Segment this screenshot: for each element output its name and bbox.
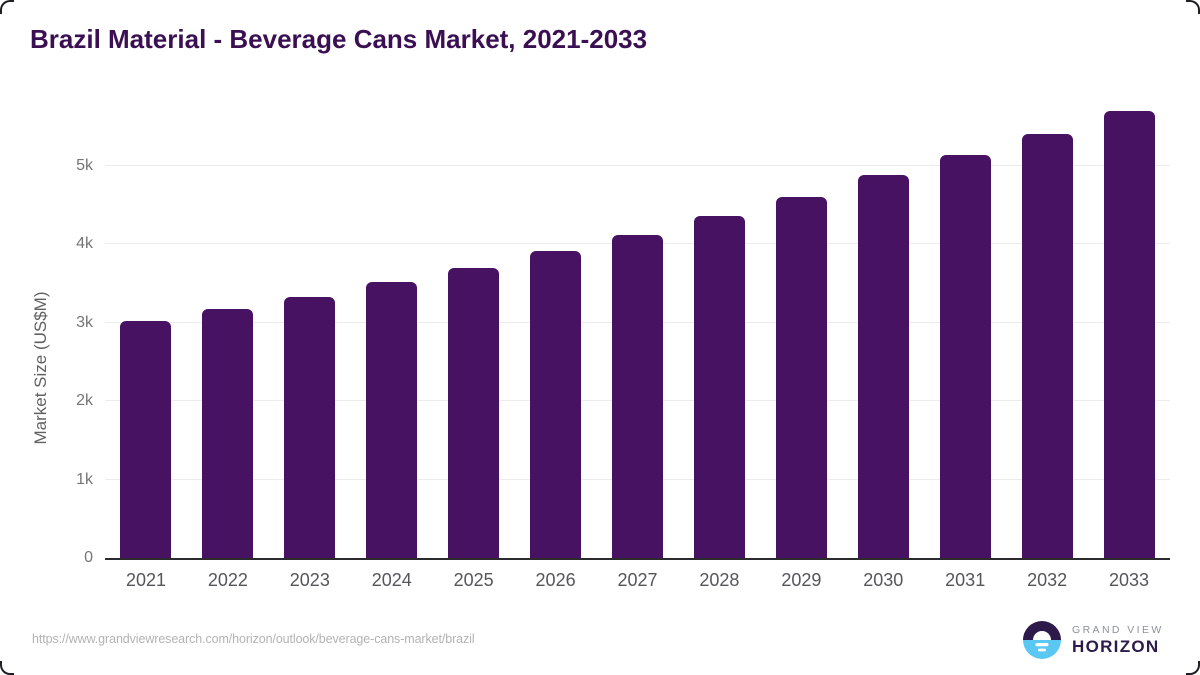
bar-2029 [775,197,827,558]
x-tick-label: 2026 [535,570,576,590]
corner-mark [1186,661,1200,675]
bar-2031 [939,155,991,558]
bars [105,93,1170,558]
x-tick-label: 2022 [207,570,248,590]
x-tick-label: 2030 [863,570,904,590]
bar-2024 [366,282,418,558]
y-tick-label: 2k [76,392,93,410]
brand-logo: GRAND VIEW HORIZON [1022,620,1164,660]
corner-mark [0,661,14,675]
y-tick-label: 1k [76,470,93,488]
source-url: https://www.grandviewresearch.com/horizo… [32,632,475,646]
bar-2028 [693,216,745,558]
y-tick-label: 5k [76,157,93,174]
plot-area: 0 1k 2k 3k 4k 5k [76,93,1170,566]
x-tick-label: 2028 [699,570,740,590]
bar-2023 [284,296,336,558]
x-tick-label: 2029 [781,570,822,590]
bar-2026 [530,251,582,558]
y-tick-label: 3k [76,313,93,331]
x-tick-label: 2032 [1027,570,1068,590]
corner-mark [1186,0,1200,14]
logo-text-horizon: HORIZON [1072,637,1160,656]
bar-2027 [611,235,663,558]
chart-title: Brazil Material - Beverage Cans Market, … [30,24,648,54]
x-axis-labels: 2021 2022 2023 2024 2025 2026 2027 2028 2029 2030… [105,570,1170,591]
bar-2033 [1103,111,1155,558]
brand-logo-text: GRAND VIEW HORIZON [1072,624,1164,656]
gridline [105,165,1170,166]
bar-2030 [857,175,909,558]
bar-2025 [448,267,500,558]
x-tick-label: 2021 [125,570,166,590]
x-tick-label: 2033 [1109,570,1150,590]
bar-2022 [202,309,254,558]
y-tick-label: 4k [76,235,93,253]
corner-mark [0,0,14,14]
x-tick-label: 2024 [371,570,412,590]
logo-text-grand-view: GRAND VIEW [1072,624,1164,636]
x-tick-label: 2025 [453,570,494,590]
x-tick-label: 2027 [617,570,658,590]
bar-2021 [120,321,172,558]
y-tick-label: 0 [84,549,93,566]
bar-2032 [1021,133,1073,558]
x-tick-label: 2031 [945,570,986,590]
x-tick-label: 2023 [289,570,330,590]
grand-view-horizon-logo-icon [1023,621,1061,659]
